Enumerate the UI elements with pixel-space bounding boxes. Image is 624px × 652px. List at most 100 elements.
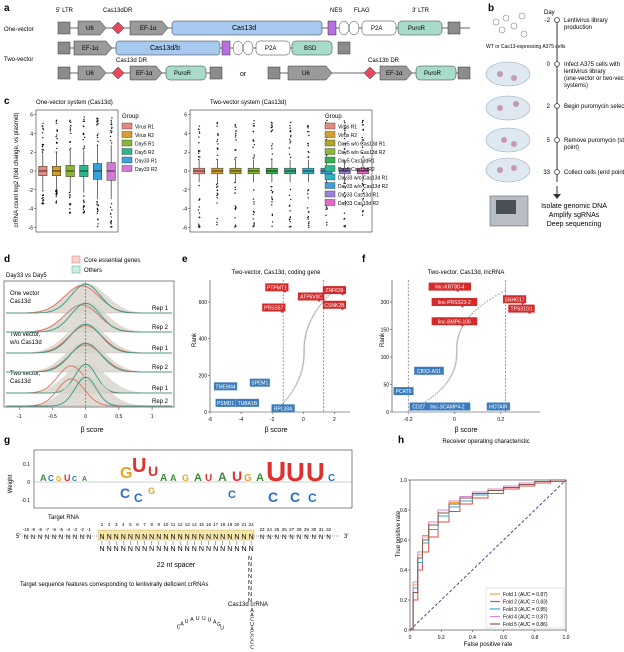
timeline-node bbox=[554, 61, 560, 67]
rank-point bbox=[443, 384, 446, 387]
c-outlier-point bbox=[361, 136, 363, 139]
g-logo-letters: A C G U C A G U U A A G A U A U G A U U … bbox=[40, 455, 335, 505]
crrna-base: N bbox=[99, 546, 104, 553]
rank-point bbox=[456, 340, 459, 343]
h-legend-box bbox=[485, 587, 565, 629]
c-outlier-point bbox=[56, 147, 58, 150]
c-outlier-point bbox=[325, 208, 327, 211]
dr-base: G bbox=[217, 622, 221, 628]
c-outlier-point bbox=[199, 225, 201, 228]
c-outlier-point bbox=[110, 129, 112, 132]
d-density-background bbox=[6, 282, 172, 313]
c-outlier-point bbox=[362, 129, 364, 132]
c-outlier-point bbox=[96, 134, 98, 137]
c-outlier-point bbox=[271, 198, 273, 200]
c-outlier-point bbox=[252, 125, 254, 127]
row1-cas13d: Cas13d bbox=[232, 25, 256, 32]
position-number: 14 bbox=[192, 522, 198, 527]
c-legend-swatch bbox=[324, 199, 336, 206]
nucleotide: N bbox=[163, 534, 168, 541]
svg-text:C: C bbox=[228, 489, 236, 501]
crrna-base: N bbox=[248, 562, 252, 568]
row3b-ef1a-arrow bbox=[379, 65, 413, 81]
c-ytick-label: -4 bbox=[183, 207, 188, 213]
rank-point bbox=[430, 397, 432, 399]
c-outlier-point bbox=[110, 223, 112, 225]
c-outlier-point bbox=[55, 190, 57, 193]
c-outlier-point bbox=[234, 208, 237, 210]
rank-point bbox=[327, 294, 330, 297]
gene-label-box bbox=[502, 295, 527, 304]
nucleotide: N bbox=[249, 534, 254, 541]
rank-point bbox=[297, 379, 300, 382]
c-outlier-point bbox=[216, 138, 219, 141]
c-outlier-point bbox=[97, 140, 99, 143]
ytick-label: 0 bbox=[386, 410, 389, 416]
nucleotide: N bbox=[260, 535, 264, 541]
d-row-label: Rep 1 bbox=[152, 306, 169, 312]
rank-point bbox=[455, 356, 458, 359]
c-outlier-point bbox=[69, 127, 72, 129]
gene-label-box bbox=[322, 286, 347, 295]
c-outlier-point bbox=[216, 140, 218, 143]
c-outlier-point bbox=[97, 117, 99, 120]
rank-point bbox=[293, 386, 296, 389]
d-legend-others-swatch bbox=[71, 265, 81, 274]
c-legend-swatch bbox=[121, 148, 133, 155]
ef1a-arrow bbox=[129, 20, 169, 36]
ytick-label: 150 bbox=[381, 328, 390, 334]
svg-text:G: G bbox=[244, 473, 252, 484]
c-outlier-point bbox=[97, 208, 99, 211]
svg-text:C: C bbox=[48, 474, 54, 483]
c-box bbox=[106, 162, 116, 181]
c-outlier-point bbox=[216, 218, 218, 220]
c-legend-label: Day5 w/o Cas13d R1 bbox=[338, 142, 385, 148]
d-xtick-label: -0.5 bbox=[48, 414, 57, 420]
c-outlier-point bbox=[217, 147, 219, 149]
c-outlier-point bbox=[344, 226, 346, 228]
f-xlabel: β score bbox=[454, 427, 477, 434]
row2-ltr3 bbox=[337, 41, 351, 55]
p2a-box bbox=[361, 20, 397, 36]
c-ytick-label: 6 bbox=[30, 113, 33, 119]
c-outlier-point bbox=[55, 119, 58, 121]
h-plot-frame bbox=[409, 479, 567, 631]
c-outlier-point bbox=[69, 196, 71, 199]
c-outlier-point bbox=[253, 156, 255, 158]
c-outlier-point bbox=[344, 143, 346, 145]
c-outlier-point bbox=[344, 186, 346, 188]
c-legend-label: Virus R2 bbox=[338, 133, 357, 139]
g-ytick-neg: -0.1 bbox=[21, 498, 30, 504]
cells-label: WT or Cas13-expressing A375 cells bbox=[486, 44, 566, 50]
position-number: -10 bbox=[23, 527, 30, 532]
two-vector-label: Two-vector bbox=[4, 57, 33, 63]
dr-base: A bbox=[250, 608, 254, 614]
rank-point bbox=[302, 363, 304, 366]
c-outlier-point bbox=[234, 217, 236, 219]
row3a-puror: PuroR bbox=[174, 71, 192, 77]
c-outlier-point bbox=[82, 206, 85, 209]
position-number: 2 bbox=[108, 522, 111, 527]
c-outlier-point bbox=[361, 142, 364, 145]
ytick-label: 100 bbox=[381, 355, 390, 361]
position-number: 7 bbox=[143, 522, 146, 527]
c-outlier-point bbox=[110, 121, 113, 123]
c-outlier-point bbox=[290, 198, 292, 201]
one-vector-label: One-vector bbox=[4, 27, 34, 33]
c-outlier-point bbox=[96, 201, 99, 203]
h-legend-label: Fold 3 (AUC = 0.85) bbox=[503, 607, 548, 613]
h-legend-label: Fold 4 (AUC = 0.87) bbox=[503, 615, 548, 621]
position-number: 31 bbox=[319, 527, 325, 532]
c-outlier-point bbox=[362, 156, 364, 158]
nucleotide: N bbox=[234, 534, 239, 541]
c-outlier-point bbox=[253, 201, 255, 203]
c-legend-swatch bbox=[324, 148, 336, 155]
nucleotide: N bbox=[80, 535, 84, 541]
c-outlier-point bbox=[217, 193, 219, 196]
flag-oval-1 bbox=[338, 20, 350, 36]
crrna-base: N bbox=[206, 546, 211, 553]
gene-label: ZNF639 bbox=[325, 288, 343, 294]
c-outlier-point bbox=[83, 118, 85, 121]
c-outlier-point bbox=[235, 134, 237, 137]
rank-point bbox=[311, 316, 314, 318]
